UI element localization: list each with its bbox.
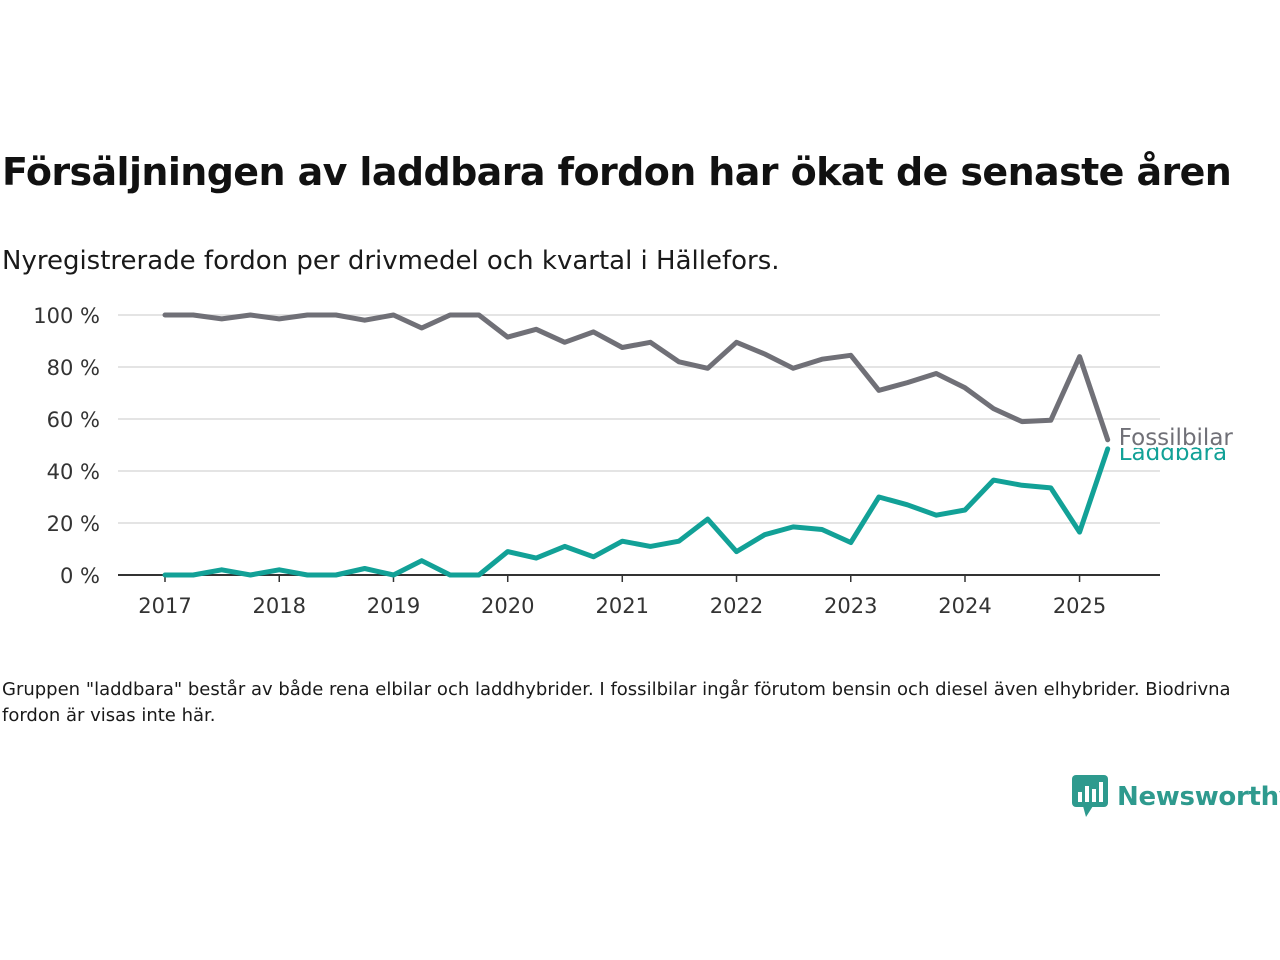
y-tick-label: 100 % [33, 304, 100, 328]
y-tick-label: 40 % [47, 460, 100, 484]
x-tick-label: 2023 [824, 594, 877, 618]
x-tick-label: 2024 [938, 594, 991, 618]
brand-name: Newsworthy [1117, 782, 1280, 812]
x-axis: 2017 2018 2019 2020 2021 2022 2023 2024 2025 [118, 574, 1160, 618]
x-tick-label: 2021 [596, 594, 649, 618]
x-tick-label: 2019 [367, 594, 420, 618]
series-label-fossilbilar: Fossilbilar [1119, 425, 1234, 451]
line-chart: 0 % 20 % 40 % 60 % 80 % 100 % 2017 2018 2019 202… [33, 304, 1237, 618]
series-line-fossilbilar [162, 312, 1111, 443]
x-tick-label: 2022 [710, 594, 763, 618]
x-tick-label: 2018 [253, 594, 306, 618]
chart-footnote: Gruppen "laddbara" består av både rena e… [2, 679, 1231, 726]
newsworthy-logo: Newsworthy [1072, 775, 1280, 819]
y-axis: 0 % 20 % 40 % 60 % 80 % 100 % [33, 304, 100, 588]
x-tick-label: 2017 [138, 594, 191, 618]
x-tick-label: 2020 [481, 594, 534, 618]
y-tick-label: 80 % [47, 356, 100, 380]
bar-chart-speech-bubble-icon [1072, 775, 1108, 817]
series-line-laddbara [162, 446, 1111, 578]
y-tick-label: 60 % [47, 408, 100, 432]
series-label-laddbara: Laddbara [1119, 440, 1227, 466]
y-tick-label: 0 % [60, 564, 100, 588]
y-tick-label: 20 % [47, 512, 100, 536]
chart-subtitle: Nyregistrerade fordon per drivmedel och … [2, 246, 780, 276]
x-tick-label: 2025 [1053, 594, 1106, 618]
series-lines [162, 312, 1111, 578]
chart-title: Försäljningen av laddbara fordon har öka… [2, 150, 1232, 194]
